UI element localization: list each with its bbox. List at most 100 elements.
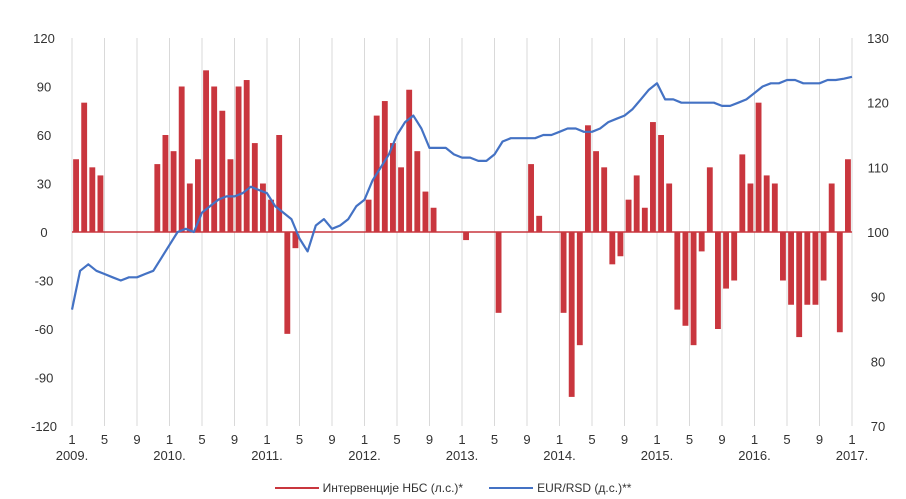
intervention-bar — [771, 183, 778, 232]
intervention-bar — [625, 199, 632, 232]
x-tick-label-month: 9 — [426, 432, 433, 447]
intervention-bar — [430, 207, 437, 232]
intervention-bar — [747, 183, 754, 232]
intervention-bar — [186, 183, 193, 232]
intervention-bar — [406, 89, 413, 232]
x-tick-label-month: 5 — [783, 432, 790, 447]
x-tick-label-month: 9 — [328, 432, 335, 447]
x-tick-label-month: 5 — [491, 432, 498, 447]
x-tick-label-month: 1 — [653, 432, 660, 447]
y-left-tick-label: -120 — [31, 419, 57, 434]
intervention-bar — [666, 183, 673, 232]
x-tick-label-month: 9 — [621, 432, 628, 447]
legend-item-interventions: Интервенције НБС (л.с.)* — [274, 481, 463, 495]
intervention-bar — [601, 167, 608, 232]
y-left-tick-label: 120 — [33, 31, 55, 46]
y-right-tick-label: 120 — [867, 96, 889, 111]
intervention-bar — [723, 232, 729, 289]
intervention-bar — [755, 102, 762, 233]
intervention-bar — [682, 232, 689, 326]
x-tick-label-year: 2010. — [153, 448, 186, 463]
x-tick-label-month: 5 — [101, 432, 108, 447]
x-tick-label-month: 1 — [556, 432, 563, 447]
legend-swatch-interventions — [274, 487, 319, 489]
intervention-bar — [203, 70, 209, 232]
x-tick-label-month: 1 — [361, 432, 368, 447]
x-tick-label-year: 2016. — [738, 448, 771, 463]
intervention-bar — [211, 86, 218, 232]
intervention-bar — [276, 135, 283, 232]
intervention-bar — [836, 232, 843, 333]
y-right-tick-label: 130 — [867, 31, 889, 46]
y-right-tick-label: 90 — [871, 290, 885, 305]
y-left-tick-label: 0 — [40, 225, 47, 240]
intervention-bar — [414, 151, 421, 232]
x-tick-label-month: 1 — [848, 432, 855, 447]
intervention-bar — [178, 86, 185, 232]
intervention-bar — [633, 175, 640, 232]
intervention-bar — [97, 175, 104, 232]
intervention-bar — [658, 135, 664, 232]
x-tick-label-year: 2012. — [348, 448, 381, 463]
intervention-bar — [804, 232, 811, 305]
intervention-bar — [576, 232, 583, 346]
intervention-bar — [650, 122, 656, 232]
intervention-bar — [235, 86, 242, 232]
intervention-bar — [154, 164, 161, 232]
x-tick-label-month: 1 — [68, 432, 75, 447]
intervention-bar — [463, 232, 469, 241]
intervention-bar — [398, 167, 404, 232]
x-tick-label-month: 9 — [816, 432, 823, 447]
legend-item-eur-rsd: EUR/RSD (д.с.)** — [489, 481, 631, 495]
y-left-tick-label: 90 — [37, 80, 51, 95]
intervention-bar — [89, 167, 96, 232]
intervention-bar — [593, 151, 599, 232]
y-left-tick-label: -90 — [35, 371, 54, 386]
x-tick-label-month: 9 — [523, 432, 530, 447]
legend: Интервенције НБС (л.с.)* EUR/RSD (д.с.)*… — [0, 478, 906, 498]
intervention-bar — [268, 199, 274, 232]
intervention-bar — [585, 125, 591, 232]
intervention-bar — [812, 232, 819, 305]
x-tick-label-month: 5 — [296, 432, 303, 447]
legend-label-eur-rsd: EUR/RSD (д.с.)** — [537, 481, 632, 495]
x-tick-label-month: 9 — [718, 432, 725, 447]
intervention-bar — [609, 232, 616, 265]
intervention-bar — [243, 80, 250, 233]
x-tick-label-month: 5 — [198, 432, 205, 447]
x-tick-label-year: 2015. — [641, 448, 674, 463]
intervention-bar — [690, 232, 697, 346]
y-left-tick-label: -60 — [35, 322, 54, 337]
intervention-bar — [674, 232, 681, 310]
y-right-tick-label: 80 — [871, 354, 885, 369]
intervention-bar — [617, 232, 624, 257]
intervention-bar — [195, 159, 201, 232]
intervention-bar — [536, 215, 543, 232]
x-tick-label-year: 2017. — [836, 448, 869, 463]
intervention-bar — [820, 232, 827, 281]
intervention-bar — [495, 232, 502, 313]
x-tick-label-year: 2011. — [251, 448, 283, 463]
intervention-bar — [796, 232, 803, 338]
intervention-bar — [365, 199, 372, 232]
intervention-bar — [706, 167, 713, 232]
y-left-tick-label: -30 — [35, 274, 54, 289]
x-tick-label-year: 2009. — [56, 448, 89, 463]
intervention-bar — [284, 232, 291, 334]
intervention-bar — [162, 135, 169, 232]
intervention-bar — [381, 101, 388, 232]
intervention-bar — [715, 232, 721, 329]
intervention-bar — [828, 183, 835, 232]
line-series — [70, 75, 853, 310]
intervention-bar — [731, 232, 738, 281]
x-tick-label-year: 2014. — [543, 448, 576, 463]
x-tick-label-month: 9 — [133, 432, 140, 447]
intervention-bar — [698, 232, 705, 252]
intervention-bar — [422, 191, 429, 232]
intervention-bar — [292, 232, 299, 249]
x-tick-label-month: 5 — [393, 432, 400, 447]
x-tick-label-month: 1 — [263, 432, 270, 447]
legend-swatch-eur-rsd — [489, 487, 534, 489]
